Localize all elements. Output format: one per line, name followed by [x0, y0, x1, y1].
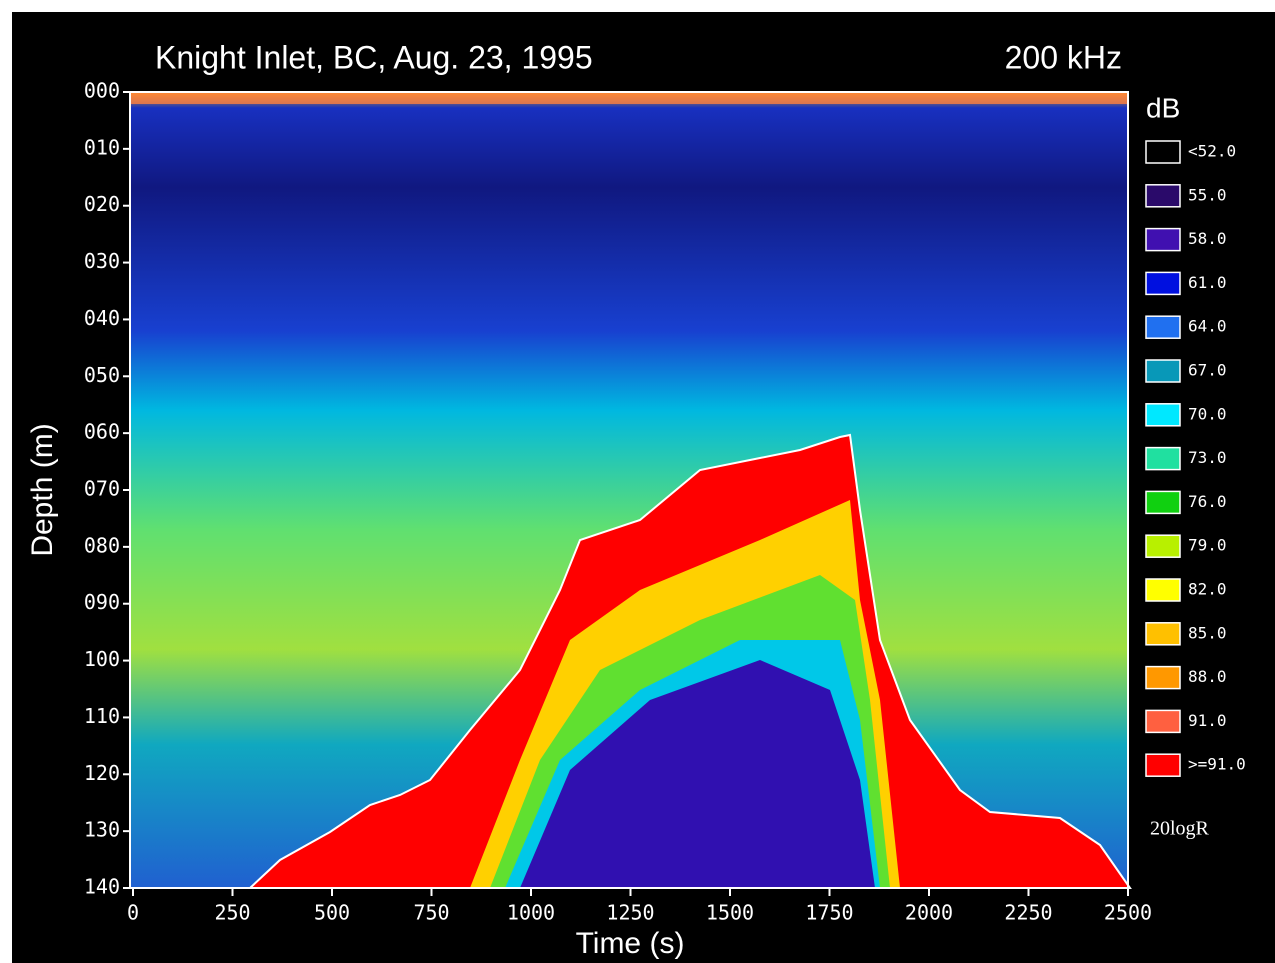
chart-subtitle: 200 kHz [1005, 39, 1122, 75]
legend-swatch [1145, 446, 1181, 471]
legend-swatch [1145, 359, 1181, 383]
y-tick-label: 060 [84, 420, 120, 444]
x-tick-label: 2250 [1004, 901, 1052, 925]
legend-swatch [1145, 315, 1181, 339]
legend-note: 20logR [1150, 818, 1210, 840]
y-tick-label: 120 [84, 761, 120, 785]
legend-swatch [1145, 578, 1181, 602]
y-tick-label: 030 [84, 249, 120, 273]
y-tick-label: 110 [84, 704, 120, 728]
legend-swatch [1145, 622, 1181, 646]
legend-label: 76.0 [1188, 492, 1227, 511]
legend-label: 85.0 [1188, 623, 1227, 642]
legend-label: 79.0 [1188, 536, 1227, 555]
legend-label: 64.0 [1188, 317, 1227, 336]
x-tick-label: 1750 [805, 901, 853, 925]
echogram-layer [520, 660, 875, 888]
legend-label: 70.0 [1188, 404, 1227, 423]
legend-swatch [1145, 140, 1181, 164]
legend-swatch [1145, 403, 1181, 427]
y-tick-label: 040 [84, 306, 120, 330]
y-tick-label: 130 [84, 818, 120, 842]
y-tick-label: 080 [84, 533, 120, 557]
y-tick-label: 020 [84, 192, 120, 216]
x-tick-label: 750 [413, 901, 449, 925]
legend-swatch [1145, 534, 1181, 558]
y-tick-label: 070 [84, 477, 120, 501]
x-tick-label: 250 [214, 901, 250, 925]
x-tick-label: 500 [314, 901, 350, 925]
y-tick-label: 010 [84, 135, 120, 159]
plot-area [130, 92, 1132, 889]
y-tick-label: 050 [84, 363, 120, 387]
legend-label: 61.0 [1188, 273, 1227, 292]
legend-label: >=91.0 [1188, 755, 1246, 774]
x-tick-label: 2000 [905, 901, 953, 925]
legend-swatch [1145, 184, 1181, 208]
legend-label: 88.0 [1188, 667, 1227, 686]
x-axis-label: Time (s) [576, 927, 685, 960]
x-tick-label: 0 [127, 901, 139, 925]
y-axis-label: Depth (m) [26, 423, 59, 556]
y-tick-label: 100 [84, 647, 120, 671]
legend-label: 55.0 [1188, 185, 1227, 204]
legend-swatch [1145, 665, 1181, 690]
legend-label: 82.0 [1188, 580, 1227, 599]
legend-title: dB [1146, 92, 1180, 123]
legend-label: 73.0 [1188, 448, 1227, 467]
y-tick-label: 000 [84, 79, 120, 103]
legend-swatch [1145, 271, 1181, 296]
chart-title: Knight Inlet, BC, Aug. 23, 1995 [155, 39, 593, 75]
x-tick-label: 1500 [706, 901, 754, 925]
legend-swatch [1145, 709, 1181, 734]
echogram-surface [130, 92, 1128, 104]
legend-label: 58.0 [1188, 229, 1227, 248]
x-tick-label: 2500 [1104, 901, 1152, 925]
legend-swatch [1145, 227, 1181, 252]
legend-label: <52.0 [1188, 142, 1236, 161]
x-tick-label: 1000 [507, 901, 555, 925]
legend-label: 67.0 [1188, 361, 1227, 380]
legend-label: 91.0 [1188, 711, 1227, 730]
y-tick-label: 090 [84, 590, 120, 614]
legend-swatch [1145, 753, 1181, 777]
y-tick-label: 140 [84, 875, 120, 899]
legend-swatch [1145, 490, 1181, 515]
x-tick-label: 1250 [606, 901, 654, 925]
